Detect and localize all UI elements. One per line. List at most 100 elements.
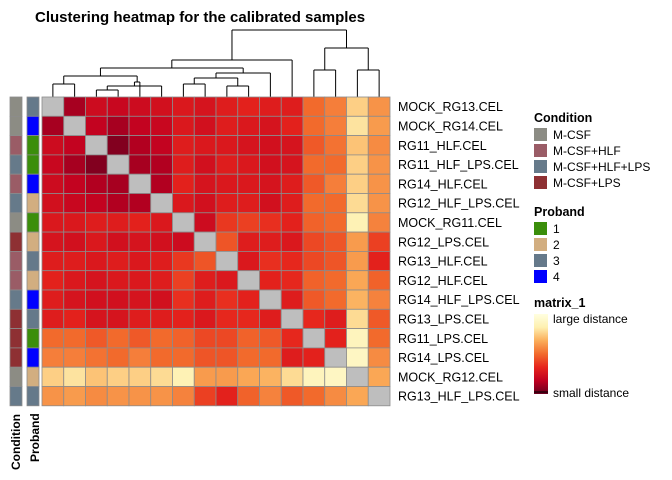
heatmap-cell (85, 231, 108, 252)
heatmap-cell (237, 193, 260, 214)
heatmap-cell (324, 231, 347, 252)
heatmap-cell (128, 193, 152, 214)
heatmap-cell (106, 115, 130, 137)
heatmap-cell (106, 250, 130, 272)
heatmap-cell (41, 96, 65, 117)
heatmap-cell (237, 173, 260, 194)
condition-annotation-cell (9, 231, 23, 252)
heatmap-cell (302, 347, 326, 368)
heatmap-cell (172, 231, 195, 252)
heatmap-cell (280, 173, 304, 194)
heatmap-cell (172, 270, 195, 291)
heatmap-cell (85, 270, 108, 291)
heatmap-cell (193, 386, 217, 407)
heatmap-cell (85, 212, 108, 233)
heatmap-cell (302, 308, 326, 329)
heatmap-cell (128, 328, 152, 349)
heatmap-cell (150, 270, 173, 291)
condition-annotation-cell (9, 96, 23, 117)
heatmap-cell (302, 96, 326, 117)
condition-annotation-cell (9, 308, 23, 329)
heatmap-cell (259, 250, 282, 272)
heatmap-cell (324, 96, 347, 117)
heatmap-cell (85, 193, 108, 214)
heatmap-cell (85, 96, 108, 117)
heatmap-cell (63, 386, 86, 407)
heatmap-cell (193, 250, 217, 272)
proband-annotation-cell (26, 270, 40, 291)
heatmap-cell (63, 328, 86, 349)
row-label: RG11_HLF.CEL (398, 139, 487, 153)
heatmap-cell (346, 96, 369, 117)
heatmap-cell (215, 154, 239, 175)
heatmap-cell (280, 193, 304, 214)
heatmap-cell (106, 231, 130, 252)
heatmap-cell (128, 135, 152, 156)
heatmap-cell (237, 270, 260, 291)
heatmap-cell (237, 212, 260, 233)
proband-annotation-cell (26, 308, 40, 329)
heatmap-cell (215, 231, 239, 252)
heatmap-cell (237, 386, 260, 407)
heatmap-cell (41, 386, 65, 407)
condition-legend-label: M-CSF+HLF (553, 144, 621, 158)
proband-annotation-cell (26, 231, 40, 252)
heatmap-cell (41, 231, 65, 252)
heatmap-cell (259, 212, 282, 233)
heatmap-cell (215, 347, 239, 368)
heatmap-cell (259, 96, 282, 117)
heatmap-cell (193, 96, 217, 117)
heatmap-cell (172, 366, 195, 387)
heatmap-cell (193, 231, 217, 252)
condition-annotation-cell (9, 173, 23, 194)
heatmap-cell (172, 96, 195, 117)
heatmap-cell (280, 347, 304, 368)
proband-annotation-cell (26, 173, 40, 194)
heatmap-cell (193, 135, 217, 156)
row-label: RG13_LPS.CEL (398, 312, 489, 326)
heatmap-cell (346, 135, 369, 156)
condition-legend-label: M-CSF+HLF+LPS (553, 160, 650, 174)
heatmap-cell (172, 386, 195, 407)
condition-annotation-cell (9, 328, 23, 349)
heatmap-cell (85, 308, 108, 329)
heatmap-cell (302, 173, 326, 194)
heatmap-cell (259, 366, 282, 387)
heatmap-cell (302, 289, 326, 310)
proband-legend-label: 2 (553, 238, 560, 252)
heatmap-cell (215, 135, 239, 156)
heatmap-cell (172, 193, 195, 214)
heatmap-cell (150, 366, 173, 387)
heatmap-cells (41, 96, 391, 407)
heatmap-cell (85, 386, 108, 407)
heatmap-cell (63, 308, 86, 329)
heatmap-cell (150, 347, 173, 368)
proband-legend-swatch (534, 238, 547, 251)
proband-annotation-cell (26, 135, 40, 156)
heatmap-cell (172, 289, 195, 310)
heatmap-cell (367, 308, 391, 329)
heatmap-cell (193, 328, 217, 349)
heatmap-cell (172, 173, 195, 194)
heatmap-cell (41, 366, 65, 387)
heatmap-cell (302, 193, 326, 214)
heatmap-cell (63, 366, 86, 387)
heatmap-cell (280, 328, 304, 349)
heatmap-cell (280, 154, 304, 175)
legends: Condition M-CSF M-CSF+HLF M-CSF+HLF+LPS M-CS… (534, 111, 650, 400)
heatmap-cell (324, 308, 347, 329)
annotation-label-condition: Condition (9, 414, 23, 470)
heatmap-cell (302, 115, 326, 137)
heatmap-cell (280, 289, 304, 310)
heatmap-cell (41, 250, 65, 272)
heatmap-cell (128, 96, 152, 117)
proband-legend-title: Proband (534, 205, 585, 219)
heatmap-cell (259, 270, 282, 291)
heatmap-cell (237, 347, 260, 368)
heatmap-cell (41, 193, 65, 214)
heatmap-cell (63, 347, 86, 368)
heatmap-cell (237, 250, 260, 272)
proband-annotation-cell (26, 386, 40, 407)
heatmap-cell (215, 212, 239, 233)
heatmap-cell (150, 96, 173, 117)
